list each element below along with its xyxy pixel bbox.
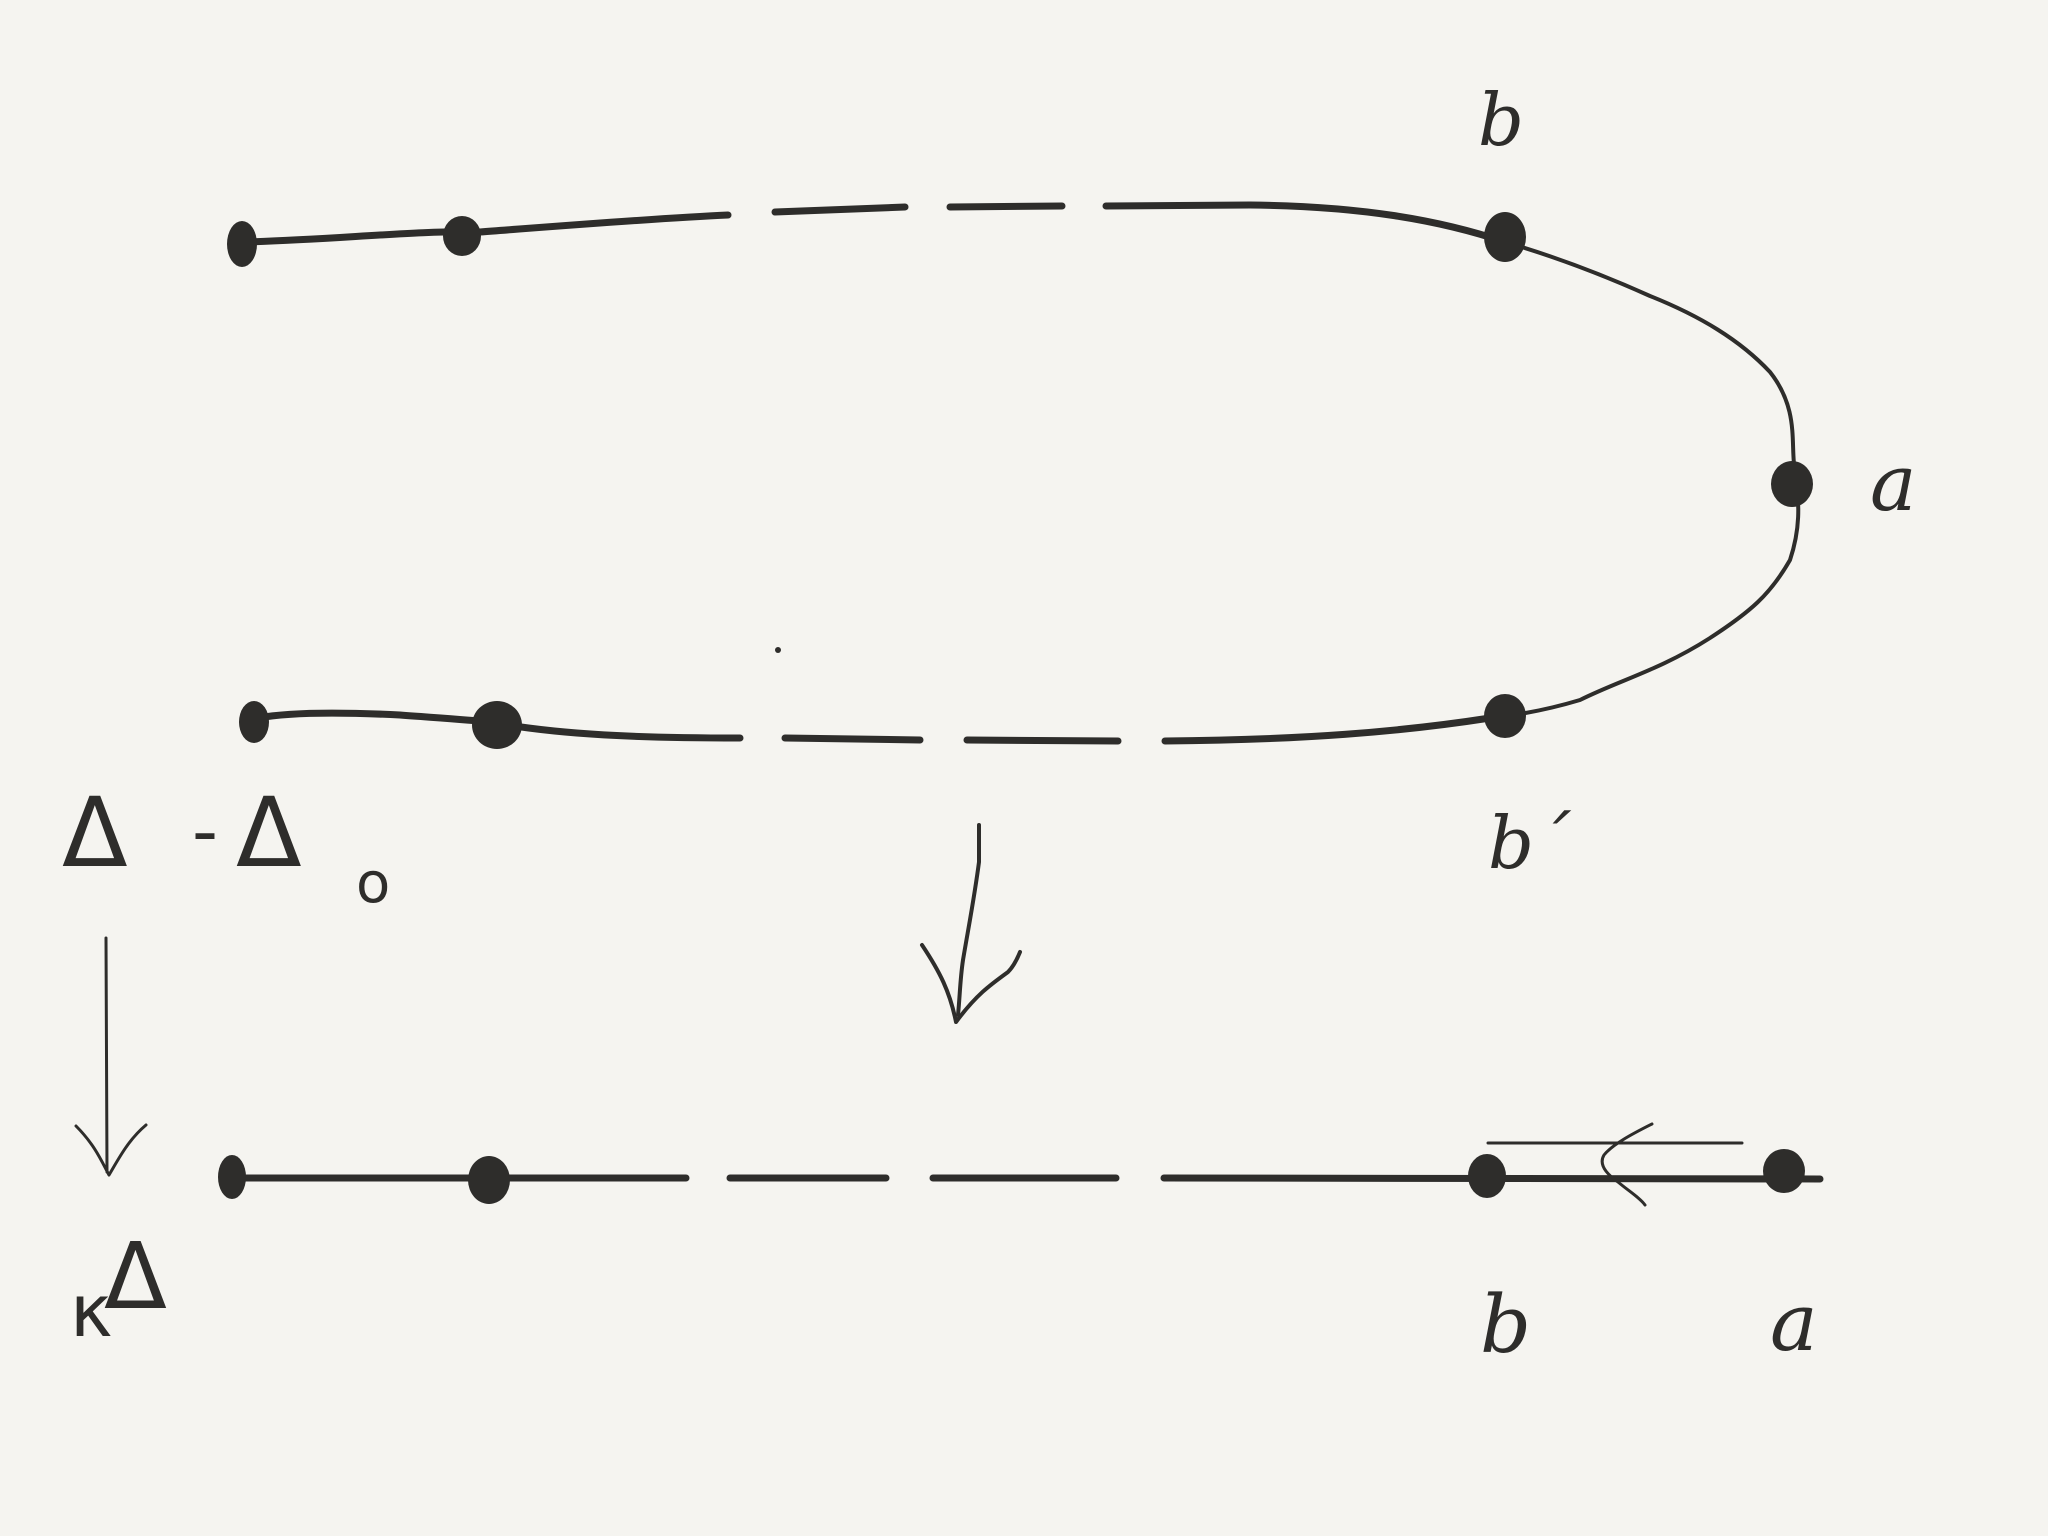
label-a-top: a — [1870, 439, 1917, 529]
down-arrow-icon — [74, 1123, 148, 1177]
down-arrow-icon — [920, 943, 1022, 1024]
lower-branch-segment-1 — [254, 709, 744, 742]
point-bottom-endpoint — [218, 1155, 246, 1199]
point-lower-endpoint — [239, 701, 269, 743]
point-b-bottom — [1468, 1154, 1506, 1198]
domain-subscript: o — [356, 851, 390, 916]
point-a-top — [1771, 461, 1813, 507]
side-arrow — [74, 936, 148, 1177]
bottom-points — [218, 1149, 1805, 1204]
lower-branch-dash-1 — [781, 734, 924, 744]
target-kappa: κ — [70, 1269, 112, 1353]
stray-dot — [775, 647, 781, 653]
left-arrow-icon — [1600, 1122, 1654, 1207]
domain-delta0: Δ — [236, 777, 302, 889]
bottom-line — [218, 1122, 1824, 1207]
upper-branch-dash-1 — [771, 203, 909, 216]
point-upper-endpoint — [227, 221, 257, 267]
domain-delta: Δ — [62, 777, 128, 889]
label-b-bottom: b — [1480, 1278, 1531, 1371]
domain-minus: - — [192, 789, 218, 873]
target-label: κ Δ — [70, 1223, 167, 1353]
point-upper-second — [443, 216, 481, 256]
point-lower-second — [472, 701, 522, 749]
side-arrow-shaft — [104, 936, 109, 1174]
lower-branch-segment-2 — [1161, 714, 1494, 745]
domain-label: Δ - Δ o — [62, 777, 390, 916]
map-arrow — [920, 823, 1022, 1024]
upper-branch-segment-1 — [239, 211, 732, 246]
target-delta: Δ — [104, 1223, 167, 1330]
label-a-bottom: a — [1770, 1276, 1818, 1369]
point-bottom-second — [468, 1156, 510, 1204]
upper-branch-dash-2 — [946, 202, 1066, 211]
lower-branch-dash-2 — [963, 736, 1122, 745]
label-b-top: b — [1478, 78, 1524, 162]
point-a-bottom — [1763, 1149, 1805, 1193]
upper-branch — [239, 201, 1509, 246]
point-b-top — [1484, 212, 1526, 262]
upper-branch-segment-2 — [1102, 201, 1509, 246]
upper-points — [227, 212, 1813, 749]
fold-curve — [1488, 240, 1801, 720]
label-b-prime: b´ — [1488, 801, 1572, 885]
lower-branch — [254, 709, 1494, 745]
map-arrow-shaft — [956, 823, 981, 1017]
point-b-prime — [1484, 694, 1526, 738]
